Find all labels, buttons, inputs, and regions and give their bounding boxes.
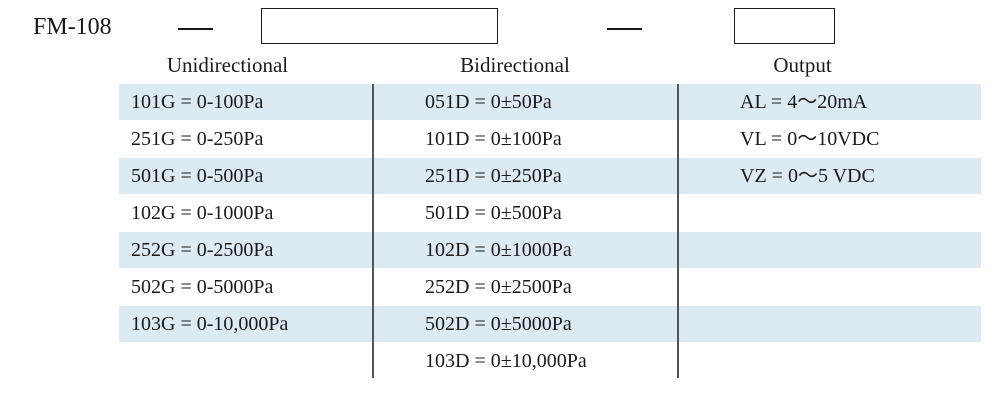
unidirectional-cell: 101G = 0-100Pa <box>131 91 264 113</box>
unidirectional-cell: 103G = 0-10,000Pa <box>131 313 289 335</box>
bidirectional-cell: 252D = 0±2500Pa <box>425 276 572 298</box>
range-code-input[interactable] <box>261 8 498 44</box>
unidirectional-cell: 102G = 0-1000Pa <box>131 202 274 224</box>
bidirectional-cell: 102D = 0±1000Pa <box>425 239 572 261</box>
row-band <box>119 306 981 342</box>
dash-separator-1 <box>178 28 213 30</box>
bidirectional-cell: 051D = 0±50Pa <box>425 91 552 113</box>
dash-separator-2 <box>607 28 642 30</box>
output-cell: VZ = 0～5 VDC <box>740 165 875 187</box>
bidirectional-cell: 251D = 0±250Pa <box>425 165 562 187</box>
unidirectional-cell: 252G = 0-2500Pa <box>131 239 274 261</box>
unidirectional-cell: 501G = 0-500Pa <box>131 165 264 187</box>
unidirectional-cell: 502G = 0-5000Pa <box>131 276 274 298</box>
column-divider <box>372 84 374 378</box>
output-cell: AL = 4～20mA <box>740 91 868 113</box>
row-band <box>119 232 981 268</box>
unidirectional-cell: 251G = 0-250Pa <box>131 128 264 150</box>
bidirectional-cell: 501D = 0±500Pa <box>425 202 562 224</box>
row-band <box>119 84 981 120</box>
bidirectional-cell: 101D = 0±100Pa <box>425 128 562 150</box>
header-output: Output <box>773 53 832 77</box>
output-cell: VL = 0～10VDC <box>740 128 880 150</box>
row-band <box>119 158 981 194</box>
output-code-input[interactable] <box>734 8 835 44</box>
header-unidirectional: Unidirectional <box>166 53 289 77</box>
bidirectional-cell: 502D = 0±5000Pa <box>425 313 572 335</box>
bidirectional-cell: 103D = 0±10,000Pa <box>425 350 587 372</box>
header-bidirectional: Bidirectional <box>460 53 570 77</box>
model-code: FM-108 <box>33 14 112 40</box>
column-divider <box>677 84 679 378</box>
